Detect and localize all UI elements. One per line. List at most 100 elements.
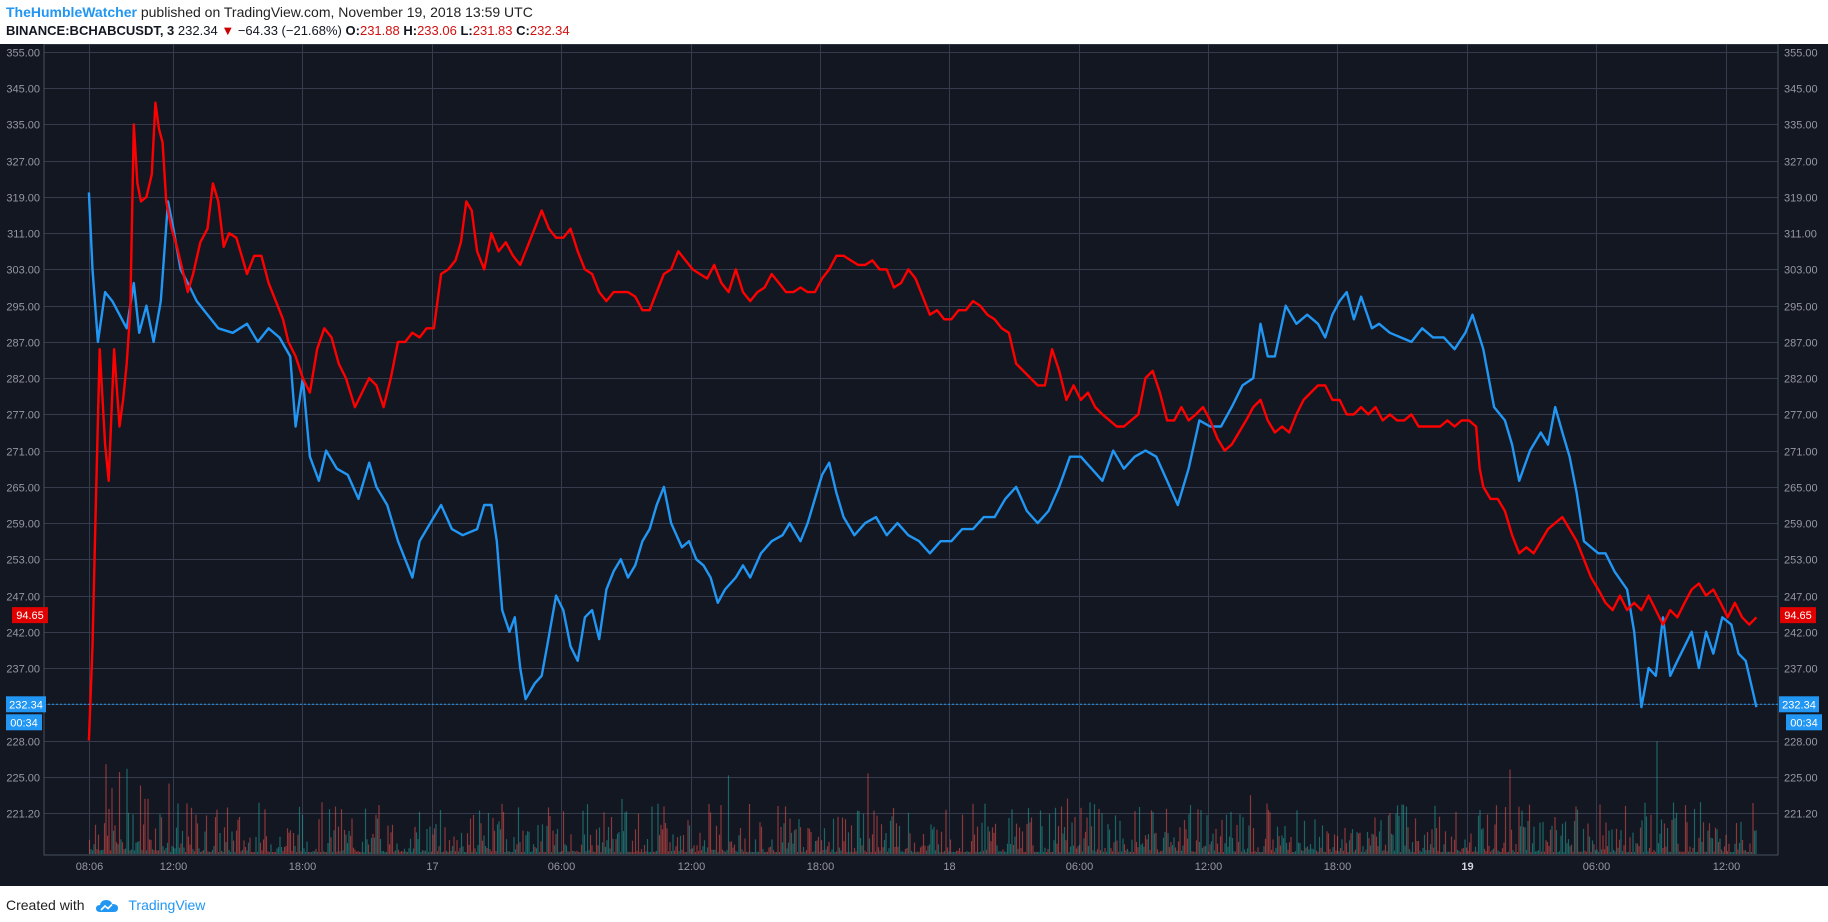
high-value: 233.06	[417, 23, 457, 38]
volume-bar	[663, 806, 665, 854]
volume-bar	[1375, 836, 1378, 854]
volume-bar	[1027, 808, 1030, 854]
volume-bar	[1024, 852, 1027, 854]
volume-bar	[1293, 852, 1295, 854]
volume-bar	[1263, 846, 1265, 854]
volume-bar	[339, 851, 341, 854]
volume-bar	[1174, 847, 1177, 854]
volume-bar	[1458, 850, 1460, 854]
volume-bar	[571, 851, 574, 854]
volume-bar	[828, 841, 830, 854]
volume-bar	[1200, 810, 1202, 854]
volume-bar	[1722, 851, 1724, 854]
volume-bar	[90, 849, 92, 854]
volume-bar	[612, 838, 614, 854]
volume-bar	[961, 814, 964, 854]
y-tick-label-left: 335.00	[6, 120, 40, 132]
volume-bar	[1633, 852, 1636, 854]
volume-bar	[1231, 838, 1234, 854]
volume-bar	[648, 851, 650, 854]
volume-bar	[1660, 819, 1663, 854]
volume-bar	[1378, 831, 1381, 854]
volume-bar	[475, 851, 478, 854]
volume-bar	[349, 835, 352, 854]
y-tick-label-right: 277.00	[1784, 410, 1818, 422]
volume-bar	[1111, 851, 1114, 854]
volume-bar	[1113, 842, 1115, 854]
volume-bar	[387, 825, 389, 854]
volume-bar	[862, 813, 865, 854]
volume-bar	[1455, 811, 1457, 854]
volume-bar	[1249, 795, 1252, 854]
volume-bar	[480, 823, 482, 854]
volume-bar	[1261, 851, 1264, 854]
volume-bar	[1189, 805, 1192, 854]
volume-bar	[717, 851, 719, 854]
volume-bar	[1428, 850, 1430, 854]
volume-bar	[258, 802, 260, 854]
volume-bar	[457, 851, 460, 854]
volume-bar	[1639, 827, 1642, 854]
x-tick-label: 18:00	[1324, 861, 1352, 873]
volume-bar	[1077, 846, 1079, 854]
volume-bar	[684, 851, 686, 854]
volume-bar	[1147, 834, 1150, 854]
y-tick-label-right: 303.00	[1784, 265, 1818, 277]
volume-bar	[1672, 802, 1675, 854]
volume-bar	[277, 847, 280, 854]
volume-bar	[1663, 823, 1666, 854]
volume-bar	[439, 810, 442, 854]
volume-bar	[651, 806, 653, 854]
volume-bar	[144, 798, 146, 854]
volume-bar	[238, 817, 241, 854]
y-tick-label-right: 247.00	[1784, 592, 1818, 604]
volume-bar	[765, 851, 767, 854]
volume-bar	[1159, 851, 1162, 854]
tradingview-link[interactable]: TradingView	[128, 897, 206, 913]
volume-bar	[402, 851, 404, 854]
volume-bar	[1090, 826, 1093, 854]
volume-bar	[1312, 849, 1315, 854]
volume-bar	[1210, 841, 1213, 854]
volume-bar	[124, 848, 127, 854]
volume-bar	[1087, 845, 1090, 854]
volume-bar	[831, 849, 833, 854]
volume-bar	[1239, 814, 1241, 854]
volume-bar	[1704, 851, 1706, 854]
volume-bar	[1542, 822, 1544, 854]
volume-bar	[637, 813, 640, 854]
author-link[interactable]: TheHumbleWatcher	[6, 4, 137, 20]
symbol-name[interactable]: BINANCE:BCHABCUSDT, 3	[6, 23, 175, 38]
volume-bar	[259, 842, 262, 854]
volume-bar	[1114, 815, 1117, 854]
volume-bar	[643, 845, 646, 854]
volume-bar	[1510, 829, 1513, 854]
volume-bar	[592, 851, 595, 854]
volume-bar	[201, 851, 203, 854]
volume-bar	[721, 849, 724, 854]
price-chart[interactable]: 355.00 355.00 345.00 345.00 335.00 335.00 327.…	[0, 44, 1828, 886]
volume-bar	[772, 849, 775, 854]
x-tick-label: 06:00	[1583, 861, 1611, 873]
volume-bar	[882, 847, 884, 854]
volume-bar	[633, 852, 635, 854]
volume-bar	[1567, 839, 1570, 854]
volume-bar	[646, 839, 649, 854]
x-tick-label: 18	[943, 861, 955, 873]
volume-bar	[370, 838, 373, 854]
volume-bar	[99, 850, 101, 854]
volume-bar	[840, 850, 842, 854]
volume-bar	[826, 846, 829, 854]
volume-bar	[1464, 839, 1466, 854]
volume-bar	[562, 811, 565, 854]
volume-bar	[1176, 850, 1178, 854]
volume-bar	[1212, 833, 1214, 854]
volume-bar	[1032, 845, 1034, 854]
volume-bar	[525, 835, 527, 854]
volume-bar	[1089, 802, 1091, 854]
volume-bar	[885, 833, 887, 854]
volume-bar	[1486, 814, 1489, 854]
volume-bar	[499, 829, 502, 854]
volume-bar	[1296, 810, 1298, 854]
volume-bar	[598, 827, 601, 854]
